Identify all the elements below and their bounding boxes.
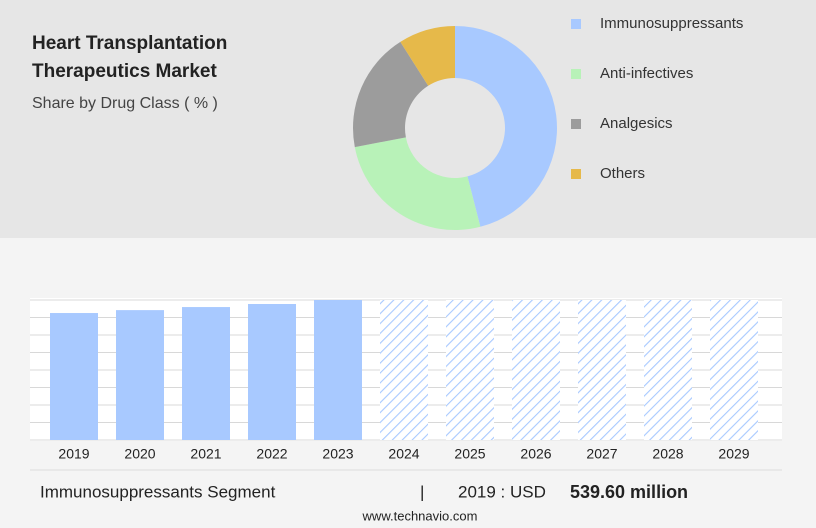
source: www.technavio.com xyxy=(362,508,478,523)
bar xyxy=(248,304,296,440)
x-tick-label: 2019 xyxy=(58,446,89,462)
donut-slice xyxy=(400,26,455,86)
title-line: Therapeutics Market xyxy=(32,61,217,82)
legend-label: Others xyxy=(600,165,645,182)
donut-slice xyxy=(353,41,429,148)
title-line: Heart Transplantation xyxy=(32,33,227,54)
x-tick-label: 2022 xyxy=(256,446,287,462)
legend-swatch xyxy=(571,169,581,179)
forecast-placeholder xyxy=(446,300,494,440)
x-tick-label: 2020 xyxy=(124,446,155,462)
bar xyxy=(314,300,362,440)
segment-label: Immunosuppressants Segment xyxy=(40,482,276,501)
bar xyxy=(116,310,164,440)
chart-title: Heart Transplantation Therapeutics Market xyxy=(32,33,227,82)
legend-label: Analgesics xyxy=(600,115,673,132)
legend-label: Anti-infectives xyxy=(600,65,693,82)
forecast-placeholder xyxy=(512,300,560,440)
x-tick-label: 2024 xyxy=(388,446,419,462)
x-tick-label: 2021 xyxy=(190,446,221,462)
donut-slice xyxy=(354,137,481,230)
donut-slice xyxy=(455,26,557,227)
x-tick-label: 2023 xyxy=(322,446,353,462)
forecast-placeholder xyxy=(710,300,758,440)
legend-swatch xyxy=(571,119,581,129)
legend-swatch xyxy=(571,19,581,29)
x-tick-label: 2029 xyxy=(718,446,749,462)
bar xyxy=(50,313,98,440)
legend-label: Immunosuppressants xyxy=(600,15,743,32)
separator: | xyxy=(420,482,424,501)
legend-swatch xyxy=(571,69,581,79)
forecast-placeholder xyxy=(644,300,692,440)
x-tick-label: 2025 xyxy=(454,446,485,462)
period: 2019 : USD xyxy=(458,482,546,501)
x-tick-label: 2026 xyxy=(520,446,551,462)
value-label: 539.60 million xyxy=(570,482,688,502)
forecast-placeholder xyxy=(380,300,428,440)
chart-subtitle: Share by Drug Class ( % ) xyxy=(32,95,218,112)
forecast-placeholder xyxy=(578,300,626,440)
bar xyxy=(182,307,230,440)
x-tick-label: 2027 xyxy=(586,446,617,462)
x-tick-label: 2028 xyxy=(652,446,683,462)
